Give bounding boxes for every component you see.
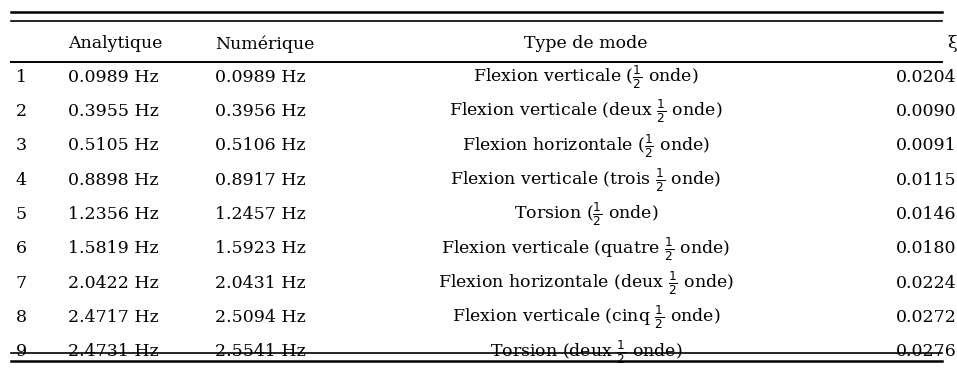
Text: 0.8898 Hz: 0.8898 Hz <box>68 171 159 189</box>
Text: 0.0989 Hz: 0.0989 Hz <box>68 68 159 86</box>
Text: 2.0422 Hz: 2.0422 Hz <box>68 275 159 292</box>
Text: ξ: ξ <box>947 35 957 52</box>
Text: 0.0989 Hz: 0.0989 Hz <box>215 68 306 86</box>
Text: Flexion verticale (cinq $\frac{1}{2}$ onde): Flexion verticale (cinq $\frac{1}{2}$ on… <box>452 304 721 331</box>
Text: 0.0204: 0.0204 <box>896 68 957 86</box>
Text: 0.8917 Hz: 0.8917 Hz <box>215 171 306 189</box>
Text: 0.0180: 0.0180 <box>896 240 957 257</box>
Text: 0.5105 Hz: 0.5105 Hz <box>68 137 159 154</box>
Text: 1.2356 Hz: 1.2356 Hz <box>68 206 159 223</box>
Text: Flexion verticale ($\frac{1}{2}$ onde): Flexion verticale ($\frac{1}{2}$ onde) <box>473 63 699 91</box>
Text: 2.5094 Hz: 2.5094 Hz <box>215 309 306 326</box>
Text: 2.4717 Hz: 2.4717 Hz <box>68 309 159 326</box>
Text: 1.2457 Hz: 1.2457 Hz <box>215 206 306 223</box>
Text: 3: 3 <box>15 137 27 154</box>
Text: Flexion verticale (deux $\frac{1}{2}$ onde): Flexion verticale (deux $\frac{1}{2}$ on… <box>449 97 723 125</box>
Text: 0.0276: 0.0276 <box>896 343 957 360</box>
Text: 9: 9 <box>15 343 27 360</box>
Text: 0.0146: 0.0146 <box>896 206 957 223</box>
Text: 2.4731 Hz: 2.4731 Hz <box>68 343 159 360</box>
Text: 2.5541 Hz: 2.5541 Hz <box>215 343 306 360</box>
Text: Flexion verticale (trois $\frac{1}{2}$ onde): Flexion verticale (trois $\frac{1}{2}$ o… <box>451 166 722 194</box>
Text: 0.0090: 0.0090 <box>896 103 957 120</box>
Text: Torsion (deux $\frac{1}{2}$ onde): Torsion (deux $\frac{1}{2}$ onde) <box>490 338 682 366</box>
Text: 1: 1 <box>15 68 27 86</box>
Text: 0.3955 Hz: 0.3955 Hz <box>68 103 159 120</box>
Text: 2: 2 <box>15 103 27 120</box>
Text: 2.0431 Hz: 2.0431 Hz <box>215 275 306 292</box>
Text: Numérique: Numérique <box>215 35 315 52</box>
Text: Flexion verticale (quatre $\frac{1}{2}$ onde): Flexion verticale (quatre $\frac{1}{2}$ … <box>441 235 730 263</box>
Text: 1.5923 Hz: 1.5923 Hz <box>215 240 306 257</box>
Text: 8: 8 <box>15 309 27 326</box>
Text: 0.0272: 0.0272 <box>896 309 957 326</box>
Text: 0.0224: 0.0224 <box>896 275 957 292</box>
Text: 0.0115: 0.0115 <box>896 171 957 189</box>
Text: 4: 4 <box>15 171 27 189</box>
Text: Flexion horizontale ($\frac{1}{2}$ onde): Flexion horizontale ($\frac{1}{2}$ onde) <box>462 132 710 160</box>
Text: 1.5819 Hz: 1.5819 Hz <box>68 240 159 257</box>
Text: 5: 5 <box>15 206 27 223</box>
Text: 0.0091: 0.0091 <box>896 137 957 154</box>
Text: Flexion horizontale (deux $\frac{1}{2}$ onde): Flexion horizontale (deux $\frac{1}{2}$ … <box>438 269 734 297</box>
Text: 7: 7 <box>15 275 27 292</box>
Text: 6: 6 <box>15 240 27 257</box>
Text: Analytique: Analytique <box>68 35 163 52</box>
Text: Torsion ($\frac{1}{2}$ onde): Torsion ($\frac{1}{2}$ onde) <box>514 201 658 228</box>
Text: 0.3956 Hz: 0.3956 Hz <box>215 103 306 120</box>
Text: Type de mode: Type de mode <box>524 35 648 52</box>
Text: 0.5106 Hz: 0.5106 Hz <box>215 137 305 154</box>
